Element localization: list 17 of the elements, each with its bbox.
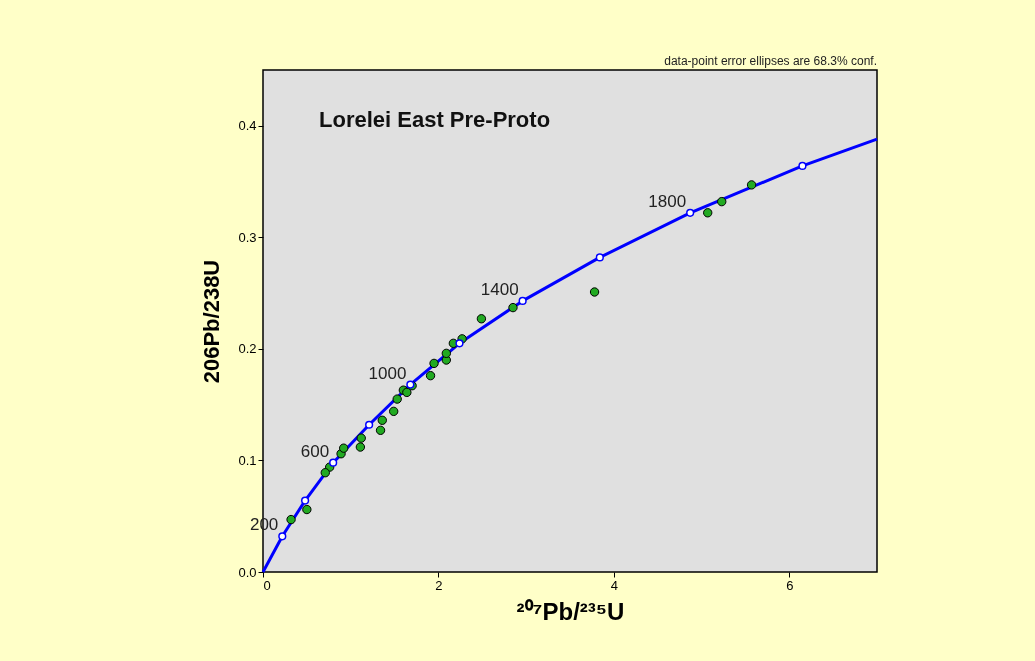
x-tick-label: 6	[786, 577, 794, 593]
x-axis-title: ²⁰⁷Pb/²³⁵U	[516, 597, 625, 625]
annotation: 1000	[368, 363, 407, 383]
text: data-point error ellipses are 68.3% conf.	[664, 54, 877, 68]
y-tick-label: 0.2	[238, 341, 257, 357]
annotation: 1800	[648, 191, 687, 211]
y-tick-label: 0.0	[238, 564, 257, 580]
y-tick-label: 0.3	[238, 229, 257, 245]
x-tick-label: 4	[610, 577, 618, 593]
x-tick-label: 2	[435, 577, 443, 593]
annotation: 1400	[480, 279, 519, 299]
text: Lorelei East Pre-Proto	[319, 107, 551, 132]
annotation: 600	[300, 441, 330, 461]
y-tick-label: 0.4	[238, 118, 257, 134]
x-tick-label: 0	[263, 577, 271, 593]
y-axis-title: 206Pb/238U	[199, 259, 225, 384]
y-tick-label: 0.1	[238, 452, 257, 468]
